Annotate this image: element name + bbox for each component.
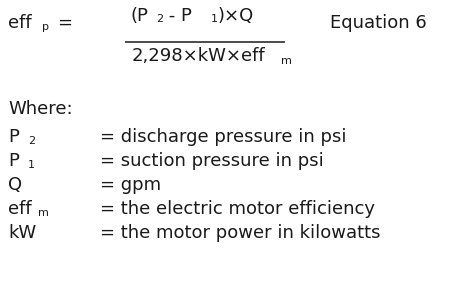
Text: p: p [42, 22, 49, 32]
Text: Where:: Where: [8, 100, 73, 118]
Text: 1: 1 [28, 160, 35, 170]
Text: (P: (P [130, 7, 148, 25]
Text: m: m [281, 56, 292, 66]
Text: Equation 6: Equation 6 [330, 14, 427, 32]
Text: eff: eff [8, 200, 31, 218]
Text: = the electric motor efficiency: = the electric motor efficiency [100, 200, 375, 218]
Text: Q: Q [8, 176, 22, 194]
Text: = suction pressure in psi: = suction pressure in psi [100, 152, 324, 170]
Text: =: = [57, 14, 72, 32]
Text: P: P [8, 128, 19, 146]
Text: kW: kW [8, 224, 36, 242]
Text: 2,298×kW×eff: 2,298×kW×eff [132, 47, 266, 65]
Text: - P: - P [163, 7, 192, 25]
Text: = gpm: = gpm [100, 176, 161, 194]
Text: m: m [38, 208, 49, 218]
Text: P: P [8, 152, 19, 170]
Text: = discharge pressure in psi: = discharge pressure in psi [100, 128, 346, 146]
Text: eff: eff [8, 14, 31, 32]
Text: = the motor power in kilowatts: = the motor power in kilowatts [100, 224, 381, 242]
Text: 2: 2 [156, 14, 163, 24]
Text: )×Q: )×Q [218, 7, 254, 25]
Text: 1: 1 [211, 14, 218, 24]
Text: 2: 2 [28, 136, 35, 146]
